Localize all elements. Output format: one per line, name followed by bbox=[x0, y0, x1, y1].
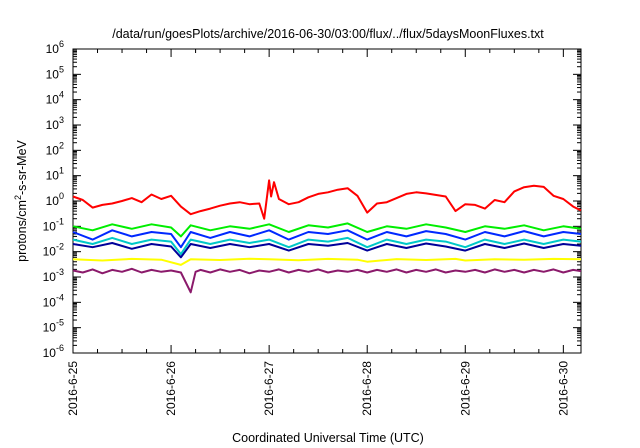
y-tick-label: 100 bbox=[46, 191, 64, 208]
y-tick-exponent: 4 bbox=[59, 90, 64, 100]
y-axis-label-part-2: -s-sr-MeV bbox=[15, 139, 29, 195]
y-tick-base: 10 bbox=[46, 93, 60, 107]
y-tick-label: 106 bbox=[46, 39, 64, 56]
y-tick-exponent: 5 bbox=[59, 64, 64, 74]
y-tick-label: 10-2 bbox=[43, 242, 64, 259]
y-tick-base: 10 bbox=[43, 219, 57, 233]
chart-title: /data/run/goesPlots/archive/2016-06-30/0… bbox=[112, 27, 544, 41]
y-tick-exponent: 0 bbox=[59, 191, 64, 201]
y-tick-base: 10 bbox=[46, 118, 60, 132]
series-line-1 bbox=[72, 179, 582, 220]
y-tick-exponent: 6 bbox=[59, 39, 64, 49]
y-axis-label-superscript: 2 bbox=[13, 195, 23, 200]
y-tick-labels: 10-610-510-410-310-210-11001011021031041… bbox=[43, 39, 64, 360]
y-tick-exponent: 2 bbox=[59, 140, 64, 150]
x-axis-label: Coordinated Universal Time (UTC) bbox=[232, 431, 424, 445]
y-tick-base: 10 bbox=[43, 270, 57, 284]
y-tick-exponent: -1 bbox=[56, 216, 64, 226]
x-tick-label: 2016-6-29 bbox=[458, 361, 472, 416]
y-tick-base: 10 bbox=[46, 169, 60, 183]
y-tick-exponent: -4 bbox=[56, 292, 64, 302]
y-tick-exponent: -5 bbox=[56, 318, 64, 328]
y-tick-label: 102 bbox=[46, 140, 64, 157]
x-tick-label: 2016-6-27 bbox=[262, 361, 276, 416]
y-tick-label: 10-6 bbox=[43, 343, 64, 360]
y-tick-label: 10-3 bbox=[43, 267, 64, 284]
y-tick-label: 10-4 bbox=[43, 292, 64, 309]
y-tick-label: 104 bbox=[46, 90, 64, 107]
y-tick-label: 10-1 bbox=[43, 216, 64, 233]
series-line-5 bbox=[72, 242, 582, 259]
y-tick-label: 103 bbox=[46, 115, 64, 132]
y-tick-base: 10 bbox=[46, 143, 60, 157]
series-lines bbox=[72, 179, 582, 294]
series-line-4 bbox=[72, 229, 582, 249]
y-tick-base: 10 bbox=[43, 321, 57, 335]
y-tick-exponent: -3 bbox=[56, 267, 64, 277]
y-tick-base: 10 bbox=[46, 42, 60, 56]
series-line-2 bbox=[72, 222, 582, 238]
y-tick-label: 105 bbox=[46, 64, 64, 81]
y-tick-exponent: -2 bbox=[56, 242, 64, 252]
y-tick-base: 10 bbox=[43, 295, 57, 309]
y-tick-label: 101 bbox=[46, 166, 64, 183]
y-tick-exponent: -6 bbox=[56, 343, 64, 353]
y-axis-label-part-1: protons/cm bbox=[15, 200, 29, 262]
axis-ticks bbox=[72, 48, 581, 354]
y-tick-label: 10-5 bbox=[43, 318, 64, 335]
y-tick-base: 10 bbox=[43, 346, 57, 360]
y-tick-base: 10 bbox=[46, 194, 60, 208]
y-tick-exponent: 1 bbox=[59, 166, 64, 176]
y-tick-base: 10 bbox=[43, 245, 57, 259]
series-line-7 bbox=[72, 267, 582, 294]
x-tick-label: 2016-6-28 bbox=[360, 361, 374, 416]
x-tick-labels: 2016-6-25 2016-6-26 2016-6-27 2016-6-28 2016… bbox=[66, 361, 570, 416]
y-tick-base: 10 bbox=[46, 67, 60, 81]
y-tick-exponent: 3 bbox=[59, 115, 64, 125]
series-line-6 bbox=[72, 257, 582, 266]
x-tick-label: 2016-6-25 bbox=[66, 361, 80, 416]
y-axis-label: protons/cm2-s-sr-MeV bbox=[13, 139, 29, 261]
x-tick-label: 2016-6-26 bbox=[164, 361, 178, 416]
series-line-3 bbox=[72, 236, 582, 256]
x-tick-label: 2016-6-30 bbox=[556, 361, 570, 416]
